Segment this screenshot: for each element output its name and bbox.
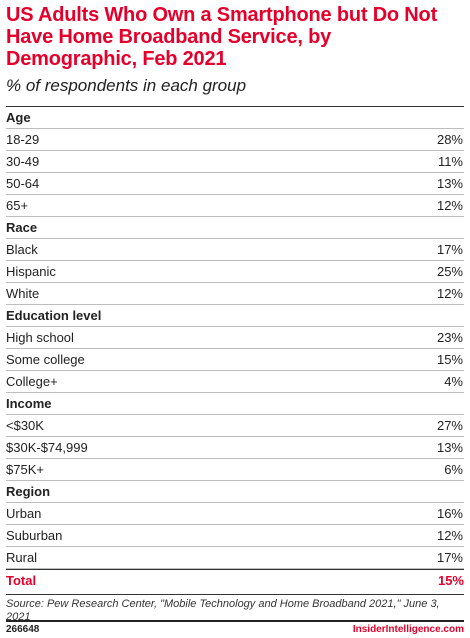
table-row: 18-29 28%	[6, 129, 464, 151]
row-value: 16%	[436, 506, 463, 521]
group-header: Region	[6, 481, 464, 503]
row-label: Black	[6, 242, 38, 257]
chart-subtitle: % of respondents in each group	[6, 76, 247, 95]
table-row: Some college 15%	[6, 349, 464, 371]
row-value: 23%	[436, 330, 463, 345]
row-value: 13%	[436, 440, 463, 455]
chart-title: US Adults Who Own a Smartphone but Do No…	[6, 4, 438, 70]
chart-id: 266648	[6, 624, 40, 635]
group-header: Age	[6, 107, 464, 129]
table-row: High school 23%	[6, 327, 464, 349]
row-value: 25%	[436, 264, 463, 279]
row-label: Hispanic	[6, 264, 56, 279]
table-row: $75K+ 6%	[6, 459, 464, 481]
chart-container: US Adults Who Own a Smartphone but Do No…	[6, 0, 464, 624]
row-label: Rural	[6, 550, 38, 565]
group-header: Income	[6, 393, 464, 415]
row-label: Suburban	[6, 528, 63, 543]
row-value: 15%	[436, 352, 463, 367]
row-value: 12%	[436, 286, 463, 301]
table-row: Rural 17%	[6, 547, 464, 569]
table-row: Suburban 12%	[6, 525, 464, 547]
row-label: Urban	[6, 506, 42, 521]
row-value: 27%	[436, 418, 463, 433]
footer: 266648 InsiderIntelligence.com	[6, 620, 464, 635]
total-value: 15%	[437, 573, 464, 588]
row-label: High school	[6, 330, 74, 345]
row-label: College+	[6, 374, 58, 389]
group-header: Race	[6, 217, 464, 239]
table-row: 50-64 13%	[6, 173, 464, 195]
data-table: Age 18-29 28% 30-49 11% 50-64 13% 65+ 12% Race Bla…	[6, 106, 464, 569]
table-row: $30K-$74,999 13%	[6, 437, 464, 459]
total-row: Total 15%	[6, 569, 464, 592]
row-label: 18-29	[6, 132, 40, 147]
row-value: 17%	[436, 550, 463, 565]
row-label: 30-49	[6, 154, 40, 169]
row-value: 12%	[436, 528, 463, 543]
table-row: 65+ 12%	[6, 195, 464, 217]
row-label: White	[6, 286, 40, 301]
table-row: White 12%	[6, 283, 464, 305]
total-label: Total	[6, 573, 37, 588]
row-label: $30K-$74,999	[6, 440, 88, 455]
row-label: Some college	[6, 352, 85, 367]
row-value: 11%	[437, 154, 463, 169]
group-header: Education level	[6, 305, 464, 327]
row-label: <$30K	[6, 418, 44, 433]
brand-link[interactable]: InsiderIntelligence.com	[352, 624, 464, 635]
table-row: <$30K 27%	[6, 415, 464, 437]
row-label: 65+	[6, 198, 29, 213]
table-row: College+ 4%	[6, 371, 464, 393]
table-row: Hispanic 25%	[6, 261, 464, 283]
table-row: Urban 16%	[6, 503, 464, 525]
row-label: $75K+	[6, 462, 44, 477]
row-value: 17%	[436, 242, 463, 257]
row-value: 6%	[444, 462, 463, 477]
table-row: 30-49 11%	[6, 151, 464, 173]
row-value: 13%	[436, 176, 463, 191]
row-label: 50-64	[6, 176, 40, 191]
row-value: 4%	[444, 374, 463, 389]
table-row: Black 17%	[6, 239, 464, 261]
row-value: 12%	[436, 198, 463, 213]
row-value: 28%	[436, 132, 463, 147]
